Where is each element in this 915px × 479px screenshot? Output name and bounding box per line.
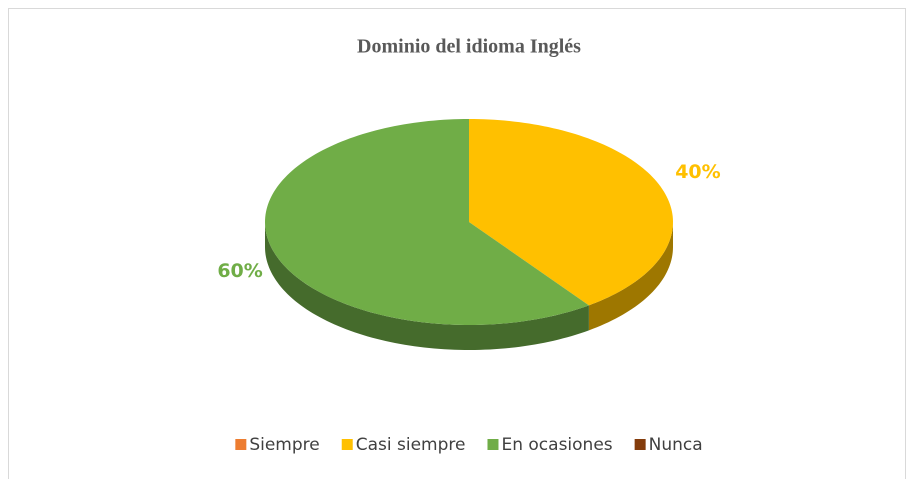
legend-label: Casi siempre	[356, 435, 466, 455]
legend-marker	[341, 439, 353, 450]
slice-side	[588, 222, 673, 331]
slice	[469, 119, 673, 306]
slice-side	[265, 222, 589, 350]
chart-title: Dominio del idioma Inglés	[357, 36, 581, 58]
legend-marker	[235, 439, 247, 450]
data-label: 60%	[217, 260, 262, 282]
legend-marker	[487, 439, 499, 450]
legend-label: Siempre	[249, 435, 319, 455]
data-label: 40%	[675, 161, 720, 183]
slice	[265, 119, 589, 325]
legend-label: En ocasiones	[501, 435, 612, 455]
legend-marker	[634, 439, 646, 450]
legend-label: Nunca	[649, 435, 703, 455]
